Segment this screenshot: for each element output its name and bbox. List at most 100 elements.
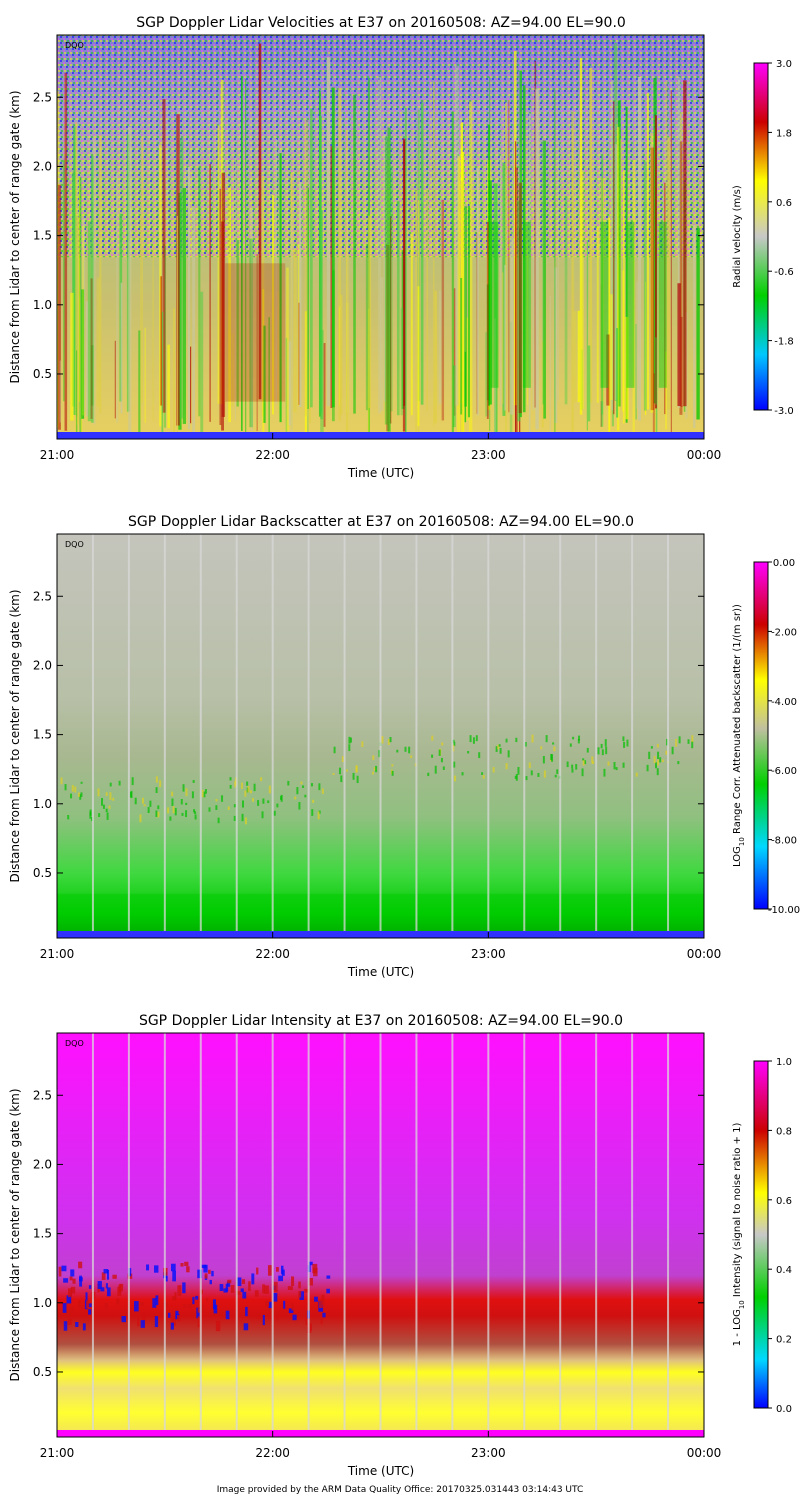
velocity-streak [467, 206, 471, 418]
qc-line [415, 1033, 418, 1437]
intensity-speckle [70, 1269, 75, 1277]
velocity-streak [455, 65, 459, 406]
velocity-streak [620, 138, 622, 410]
velocity-streak [323, 343, 326, 427]
velocity-streak [75, 122, 77, 435]
backscatter-speckle [221, 795, 224, 802]
backscatter-speckle [229, 784, 232, 789]
velocity-streak [458, 157, 460, 407]
qc-line [523, 534, 526, 938]
x-tick-label: 21:00 [40, 947, 75, 961]
velocity-streak [263, 325, 266, 423]
backscatter-speckle [182, 784, 185, 792]
chart-title: SGP Doppler Lidar Velocities at E37 on 2… [136, 15, 626, 31]
backscatter-speckle [635, 772, 638, 777]
colorbar-tick-label: 0.8 [776, 1126, 792, 1137]
backscatter-speckle [229, 777, 232, 781]
intensity-speckle [209, 1279, 212, 1285]
backscatter-speckle [677, 761, 680, 765]
velocity-streak [438, 290, 442, 404]
velocity-streak [59, 360, 61, 423]
velocity-streak [469, 101, 473, 439]
backscatter-speckle [112, 797, 115, 801]
intensity-speckle [265, 1300, 270, 1307]
backscatter-speckle [250, 790, 253, 794]
backscatter-speckle [545, 735, 548, 743]
qc-line [271, 1033, 274, 1437]
intensity-speckle [118, 1284, 122, 1293]
backscatter-speckle [410, 755, 413, 759]
velocity-streak [679, 112, 683, 413]
velocity-streak [452, 365, 456, 428]
velocity-streak [501, 272, 504, 404]
intensity-speckle [241, 1279, 246, 1284]
backscatter-speckle [524, 742, 527, 747]
velocity-streak [504, 264, 507, 411]
backscatter-speckle [622, 762, 625, 768]
backscatter-speckle [318, 783, 321, 791]
velocity-streak [420, 102, 424, 405]
velocity-streak [293, 249, 297, 413]
backscatter-speckle [97, 788, 100, 797]
intensity-speckle [291, 1302, 294, 1311]
velocity-streak [90, 278, 93, 419]
velocity-streak [632, 159, 635, 439]
backscatter-speckle [661, 759, 664, 763]
backscatter-speckle [569, 743, 572, 747]
backscatter-speckle [60, 777, 63, 785]
velocity-streak [70, 292, 74, 421]
backscatter-speckle [623, 741, 626, 748]
backscatter-speckle [300, 781, 303, 785]
velocity-streak [200, 291, 204, 434]
backscatter-speckle [244, 790, 247, 797]
intensity-speckle [283, 1300, 286, 1309]
velocity-streak [400, 308, 404, 416]
backscatter-speckle [578, 735, 581, 741]
intensity-speckle [188, 1304, 193, 1309]
intensity-speckle [256, 1312, 262, 1320]
y-tick-label: 2.5 [33, 90, 52, 104]
intensity-speckle [245, 1306, 248, 1317]
intensity-speckle [139, 1302, 144, 1306]
velocity-streak [346, 187, 348, 413]
intensity-speckle [62, 1303, 67, 1313]
velocity-streak [78, 296, 82, 409]
intensity-speckle [211, 1270, 214, 1277]
velocity-streak [645, 281, 647, 415]
velocity-streak [256, 254, 258, 432]
velocity-streak [85, 301, 89, 417]
backscatter-speckle [74, 786, 77, 793]
backscatter-speckle [260, 777, 263, 782]
velocity-streak [308, 359, 311, 424]
velocity-streak [390, 167, 393, 412]
colorbar [753, 1060, 769, 1409]
backscatter-speckle [472, 737, 475, 744]
backscatter-speckle [80, 792, 83, 797]
backscatter-speckle [582, 758, 585, 761]
dqo-label: DQO [65, 41, 84, 50]
backscatter-speckle [147, 807, 150, 813]
intensity-speckle [116, 1298, 120, 1305]
velocity-streak [275, 139, 277, 404]
intensity-speckle [314, 1296, 318, 1302]
velocity-streak [606, 334, 610, 406]
backscatter-speckle [296, 787, 299, 795]
backscatter-speckle [454, 775, 457, 782]
lowest-gate-strip [57, 931, 704, 938]
intensity-speckle [88, 1309, 92, 1315]
velocity-streak [221, 221, 224, 431]
intensity-speckle [163, 1302, 169, 1308]
intensity-speckle [230, 1285, 235, 1293]
intensity-speckle [75, 1321, 79, 1327]
backscatter-speckle [372, 755, 375, 761]
backscatter-speckle [181, 812, 184, 816]
velocity-streak [159, 144, 162, 427]
intensity-speckle [196, 1307, 200, 1319]
intensity-speckle [219, 1283, 224, 1292]
backscatter-speckle [575, 764, 578, 770]
velocity-streak [285, 337, 288, 433]
velocity-streak [140, 215, 142, 419]
backscatter-speckle [528, 762, 531, 769]
intensity-speckle [308, 1261, 313, 1266]
backscatter-speckle [678, 736, 681, 744]
